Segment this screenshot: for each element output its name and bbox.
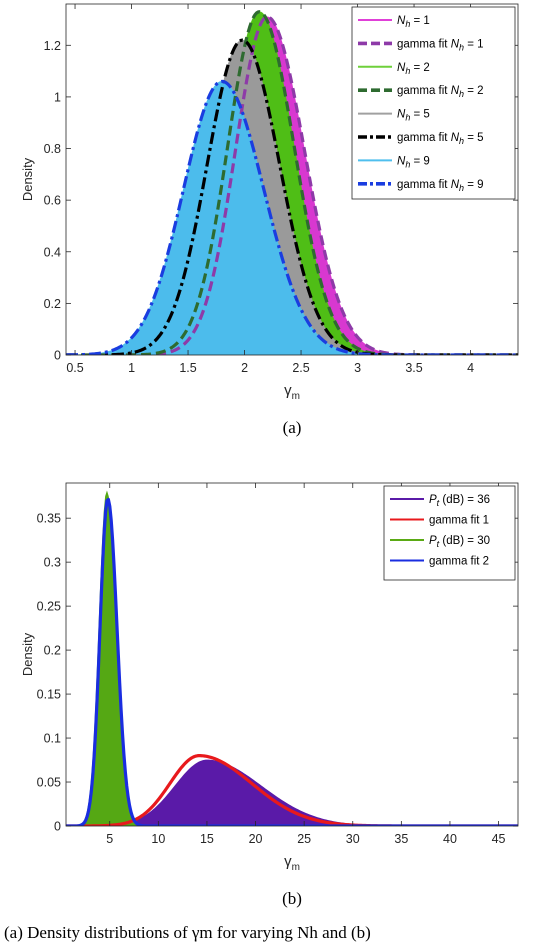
- x-tick-label: 25: [297, 832, 311, 846]
- legend-entry: gamma fit Nh = 1: [397, 38, 484, 52]
- legend-entry: Nh = 9: [397, 155, 430, 169]
- x-tick-label: 4: [467, 361, 474, 375]
- x-tick-label: 0.5: [66, 361, 83, 375]
- x-tick-label: 35: [394, 832, 408, 846]
- legend-entry: gamma fit Nh = 5: [397, 132, 484, 146]
- axes-frame: [65, 482, 519, 827]
- y-tick-label: 0.05: [37, 776, 61, 790]
- y-tick-label: 0.2: [44, 644, 61, 658]
- x-tick-label: 2: [241, 361, 248, 375]
- legend-entry: Pt (dB) = 36: [429, 494, 490, 508]
- legend-box: [351, 6, 516, 200]
- series-7-histogram: [66, 81, 518, 355]
- x-tick-label: 3: [354, 361, 361, 375]
- legend-entry: gamma fit Nh = 9: [397, 179, 484, 193]
- subfigure-label: (a): [283, 418, 302, 437]
- x-tick-label: 5: [106, 832, 113, 846]
- legend-entry: Nh = 2: [397, 62, 430, 76]
- x-tick-label: 3.5: [405, 361, 422, 375]
- y-tick-label: 0.8: [44, 142, 61, 156]
- axes-frame: [65, 3, 519, 356]
- x-axis-label: γm: [284, 382, 300, 402]
- chart-b: 5 10 15 20 25 30 35 40 45 0 0.05 0.1 0.15 0.2 0.25 0.3 0…: [20, 482, 519, 908]
- y-tick-label: 1.2: [44, 39, 61, 53]
- legend-entry: Pt (dB) = 30: [429, 535, 490, 549]
- y-tick-label: 0.1: [44, 732, 61, 746]
- y-tick-label: 0: [54, 349, 61, 363]
- y-axis-label: Density: [20, 157, 35, 201]
- series-8-fit-line: [66, 79, 518, 355]
- y-tick-label: 0.3: [44, 556, 61, 570]
- series-6-fit-line: [66, 38, 518, 355]
- x-tick-label: 1: [128, 361, 135, 375]
- x-axis-label: γm: [284, 853, 300, 873]
- y-tick-label: 0: [54, 820, 61, 834]
- y-tick-label: 1: [54, 90, 61, 104]
- legend-entry: Nh = 1: [397, 15, 430, 29]
- x-tick-label: 45: [492, 832, 506, 846]
- y-tick-label: 0.4: [44, 245, 61, 259]
- legend-entry: Nh = 5: [397, 109, 430, 123]
- y-tick-label: 0.2: [44, 297, 61, 311]
- x-tick-label: 15: [200, 832, 214, 846]
- legend-entry: gamma fit Nh = 2: [397, 85, 484, 99]
- x-tick-label: 2.5: [292, 361, 309, 375]
- y-axis-label: Density: [20, 632, 35, 676]
- y-tick-label: 0.15: [37, 688, 61, 702]
- legend-entry: gamma fit 2: [429, 556, 489, 568]
- legend-box: [383, 485, 516, 581]
- figure-caption: (a) Density distributions of γm for vary…: [4, 923, 371, 942]
- series-2-fit-line: [66, 754, 518, 826]
- y-tick-label: 0.35: [37, 512, 61, 526]
- x-tick-label: 20: [249, 832, 263, 846]
- x-tick-label: 40: [443, 832, 457, 846]
- series-4-fit-line: [66, 497, 518, 826]
- x-tick-label: 1.5: [179, 361, 196, 375]
- legend: Nh = 1 gamma fit Nh = 1 Nh = 2 gamma fit Nh…: [351, 6, 516, 200]
- y-tick-label: 0.25: [37, 600, 61, 614]
- y-tick-label: 0.6: [44, 194, 61, 208]
- legend-entry: gamma fit 1: [429, 515, 489, 527]
- chart-a: 0.5 1 1.5 2 2.5 3 3.5 4 0 0.2 0.4 0.6 0.8 1 1.2 γm Densi…: [20, 3, 519, 437]
- legend: Pt (dB) = 36 gamma fit 1 Pt (dB) = 30 gamma…: [383, 485, 516, 581]
- x-tick-label: 10: [151, 832, 165, 846]
- x-tick-label: 30: [346, 832, 360, 846]
- subfigure-label: (b): [282, 889, 302, 908]
